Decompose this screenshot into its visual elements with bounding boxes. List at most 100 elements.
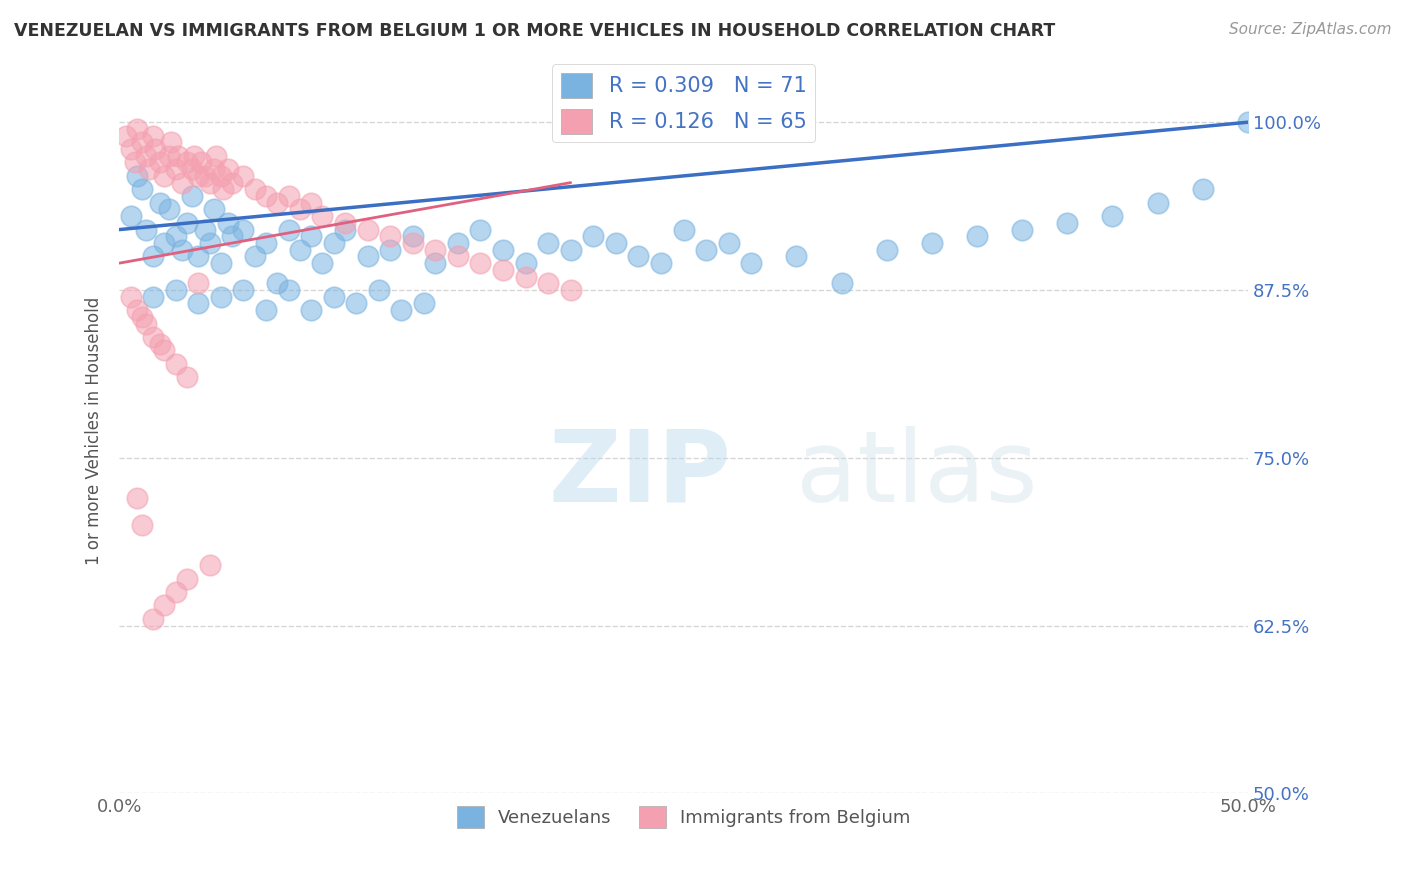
Point xyxy=(217,216,239,230)
Point xyxy=(127,122,149,136)
Point xyxy=(167,149,190,163)
Point xyxy=(209,256,232,270)
Point xyxy=(187,249,209,263)
Point xyxy=(356,222,378,236)
Point xyxy=(153,343,176,358)
Point xyxy=(1101,209,1123,223)
Point xyxy=(142,330,165,344)
Point xyxy=(165,357,187,371)
Point xyxy=(217,162,239,177)
Point xyxy=(470,222,492,236)
Point xyxy=(740,256,762,270)
Point xyxy=(115,128,138,143)
Point xyxy=(1146,195,1168,210)
Point xyxy=(515,256,537,270)
Point xyxy=(205,149,228,163)
Point xyxy=(322,290,344,304)
Point xyxy=(127,303,149,318)
Point xyxy=(131,182,153,196)
Point xyxy=(243,182,266,196)
Point xyxy=(391,303,413,318)
Point xyxy=(447,235,470,250)
Point xyxy=(187,169,209,183)
Point xyxy=(176,572,198,586)
Point xyxy=(142,290,165,304)
Point xyxy=(537,235,560,250)
Point xyxy=(142,128,165,143)
Point xyxy=(142,612,165,626)
Point xyxy=(243,249,266,263)
Point xyxy=(131,136,153,150)
Point xyxy=(198,176,221,190)
Point xyxy=(187,277,209,291)
Point xyxy=(135,317,157,331)
Point xyxy=(165,229,187,244)
Point xyxy=(190,155,212,169)
Point xyxy=(695,243,717,257)
Point xyxy=(202,202,225,217)
Point xyxy=(333,222,356,236)
Point xyxy=(194,169,217,183)
Point xyxy=(785,249,807,263)
Point xyxy=(266,195,288,210)
Point xyxy=(149,336,172,351)
Point xyxy=(209,169,232,183)
Point xyxy=(153,599,176,613)
Legend: Venezuelans, Immigrants from Belgium: Venezuelans, Immigrants from Belgium xyxy=(450,798,918,835)
Point xyxy=(124,155,146,169)
Point xyxy=(145,142,167,156)
Point xyxy=(1191,182,1213,196)
Point xyxy=(180,162,202,177)
Point xyxy=(1056,216,1078,230)
Point xyxy=(232,169,254,183)
Point xyxy=(311,209,333,223)
Point xyxy=(198,558,221,573)
Point xyxy=(367,283,389,297)
Point xyxy=(277,283,299,297)
Point xyxy=(333,216,356,230)
Point xyxy=(560,283,582,297)
Point xyxy=(172,176,194,190)
Point xyxy=(344,296,367,310)
Point xyxy=(266,277,288,291)
Point xyxy=(966,229,988,244)
Point xyxy=(831,277,853,291)
Text: Source: ZipAtlas.com: Source: ZipAtlas.com xyxy=(1229,22,1392,37)
Point xyxy=(1011,222,1033,236)
Point xyxy=(425,256,447,270)
Point xyxy=(131,517,153,532)
Point xyxy=(582,229,605,244)
Text: VENEZUELAN VS IMMIGRANTS FROM BELGIUM 1 OR MORE VEHICLES IN HOUSEHOLD CORRELATIO: VENEZUELAN VS IMMIGRANTS FROM BELGIUM 1 … xyxy=(14,22,1056,40)
Point xyxy=(322,235,344,250)
Point xyxy=(172,243,194,257)
Point xyxy=(221,229,243,244)
Point xyxy=(138,162,160,177)
Point xyxy=(425,243,447,257)
Point xyxy=(413,296,436,310)
Point xyxy=(187,296,209,310)
Point xyxy=(254,235,277,250)
Point xyxy=(176,370,198,384)
Point xyxy=(402,235,425,250)
Point xyxy=(149,155,172,169)
Point xyxy=(127,491,149,505)
Point xyxy=(232,222,254,236)
Point xyxy=(209,290,232,304)
Point xyxy=(202,162,225,177)
Point xyxy=(627,249,650,263)
Point xyxy=(299,303,322,318)
Point xyxy=(120,142,142,156)
Point xyxy=(153,235,176,250)
Point xyxy=(135,149,157,163)
Point xyxy=(198,235,221,250)
Point xyxy=(672,222,695,236)
Text: ZIP: ZIP xyxy=(548,425,731,523)
Point xyxy=(356,249,378,263)
Point xyxy=(165,283,187,297)
Point xyxy=(402,229,425,244)
Point xyxy=(288,243,311,257)
Point xyxy=(492,243,515,257)
Point xyxy=(299,195,322,210)
Point xyxy=(378,243,401,257)
Point xyxy=(378,229,401,244)
